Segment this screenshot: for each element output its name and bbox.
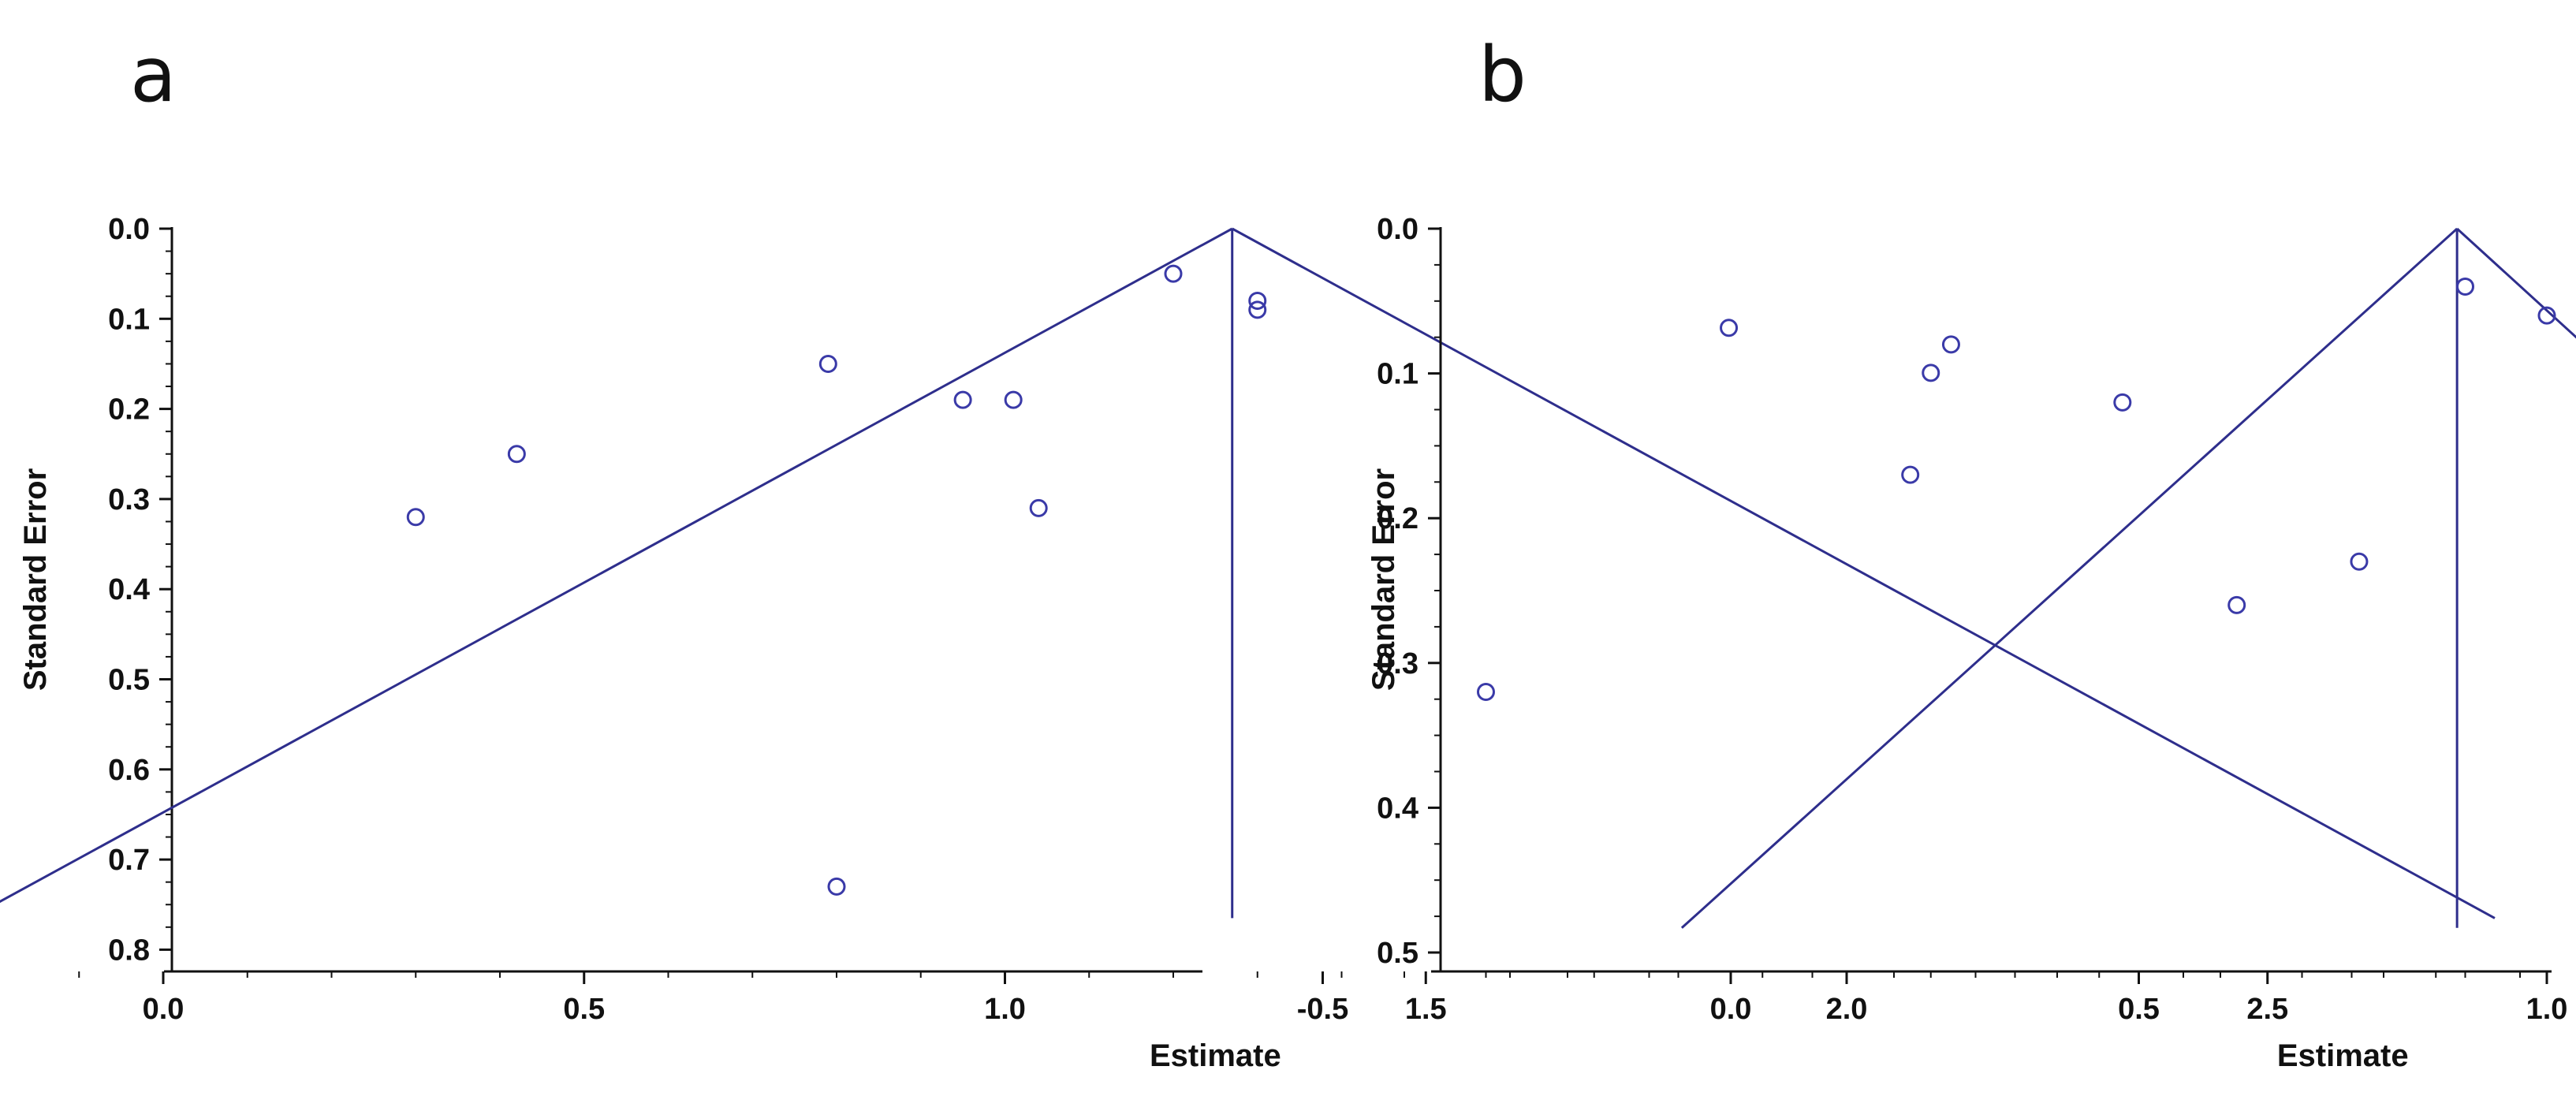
x-tick-label-a: 2.5: [2246, 993, 2288, 1026]
y-tick-label-a: 0.3: [108, 483, 150, 516]
y-tick-label-b: 0.3: [1377, 647, 1418, 680]
data-point-a: [1029, 498, 1048, 517]
funnel-lines-b: [1680, 227, 2576, 929]
data-point-a: [1922, 363, 1940, 382]
x-tick-label-a: 1.5: [1405, 993, 1447, 1026]
data-point-a: [406, 508, 425, 527]
panel-label-a: a: [130, 31, 177, 119]
funnel-lines-a: [0, 227, 2496, 919]
data-point-a: [1720, 319, 1739, 337]
data-point-a: [1248, 300, 1267, 319]
y-tick-label-a: 0.2: [108, 393, 150, 427]
x-tick-label-b: 0.0: [1710, 993, 1752, 1026]
data-point-a: [818, 354, 837, 373]
x-tick-label-a: 0.0: [143, 993, 185, 1026]
data-points-b: [1477, 277, 2556, 702]
y-tick-label-a: 0.0: [108, 213, 150, 246]
funnel-right-boundary-a: [1232, 227, 2496, 919]
y-tick-label-b: 0.5: [1377, 937, 1418, 970]
y-tick-label-a: 0.6: [108, 754, 150, 787]
x-tick-label-a: 2.0: [1826, 993, 1868, 1026]
data-point-a: [1004, 390, 1023, 409]
data-point-b: [2456, 277, 2474, 296]
y-axis-title-b: Standard Error: [1366, 468, 1401, 691]
funnel-plot-b: b 0.00.10.20.30.40.5-0.50.00.51.01.52.0 …: [1297, 31, 2576, 1073]
funnel-right-boundary-b: [2456, 227, 2576, 339]
data-point-b: [1901, 465, 1920, 484]
data-point-b: [2350, 552, 2369, 571]
x-axis-title-a: Estimate: [1150, 1038, 1281, 1073]
axes-a: 0.0 0.1 0.2 0.3 0.4 0.5 0.6 0.7 0.8 -0.5 0.0 0.5 1.0…: [78, 213, 2521, 1026]
data-point-b: [1477, 683, 1495, 702]
data-point-b: [2113, 393, 2132, 412]
y-tick-label-a: 0.8: [108, 934, 150, 967]
data-point-a: [827, 877, 846, 896]
x-tick-label-b: 1.0: [2526, 993, 2568, 1026]
x-axis-title-b: Estimate: [2277, 1038, 2409, 1073]
axes-b: 0.0 0.1 0.2 0.3 0.4 0.5 -0.5 0.0 0.5 1.0 1.5 2.0: [1297, 213, 2568, 1026]
x-tick-label-a: 1.0: [984, 993, 1026, 1026]
y-tick-label-b: 0.1: [1377, 358, 1418, 391]
data-point-a: [1164, 264, 1183, 283]
y-tick-label-b: 0.2: [1377, 502, 1418, 535]
y-tick-label-a: 0.5: [108, 664, 150, 697]
funnel-plot-a: a 0.0 0.1 0.2 0.3 0.4 0.5 0.6 0.7 0.8 -0.5 0.0 0.5 1…: [0, 31, 2521, 1073]
data-point-a: [1248, 291, 1267, 310]
x-tick-label-b: 0.5: [2118, 993, 2160, 1026]
y-tick-label-a: 0.4: [108, 573, 150, 606]
y-tick-label-b: 0.4: [1377, 792, 1418, 825]
data-point-a: [953, 390, 972, 409]
funnel-left-boundary-a: [0, 227, 1233, 904]
x-tick-label-a: 0.5: [563, 993, 605, 1026]
x-tick-label-b: -0.5: [1297, 993, 1348, 1026]
funnel-left-boundary-b: [1680, 227, 2459, 929]
data-point-a: [507, 445, 526, 464]
panel-label-b: b: [1478, 31, 1527, 119]
y-tick-label-b: 0.0: [1377, 213, 1418, 246]
data-point-b: [1941, 335, 1960, 354]
data-point-b: [2537, 306, 2556, 325]
data-points-a: [406, 264, 1940, 896]
y-tick-label-a: 0.1: [108, 303, 150, 336]
y-axis-title-a: Standard Error: [18, 468, 53, 691]
data-point-b: [2227, 595, 2246, 614]
y-tick-label-a: 0.7: [108, 844, 150, 877]
